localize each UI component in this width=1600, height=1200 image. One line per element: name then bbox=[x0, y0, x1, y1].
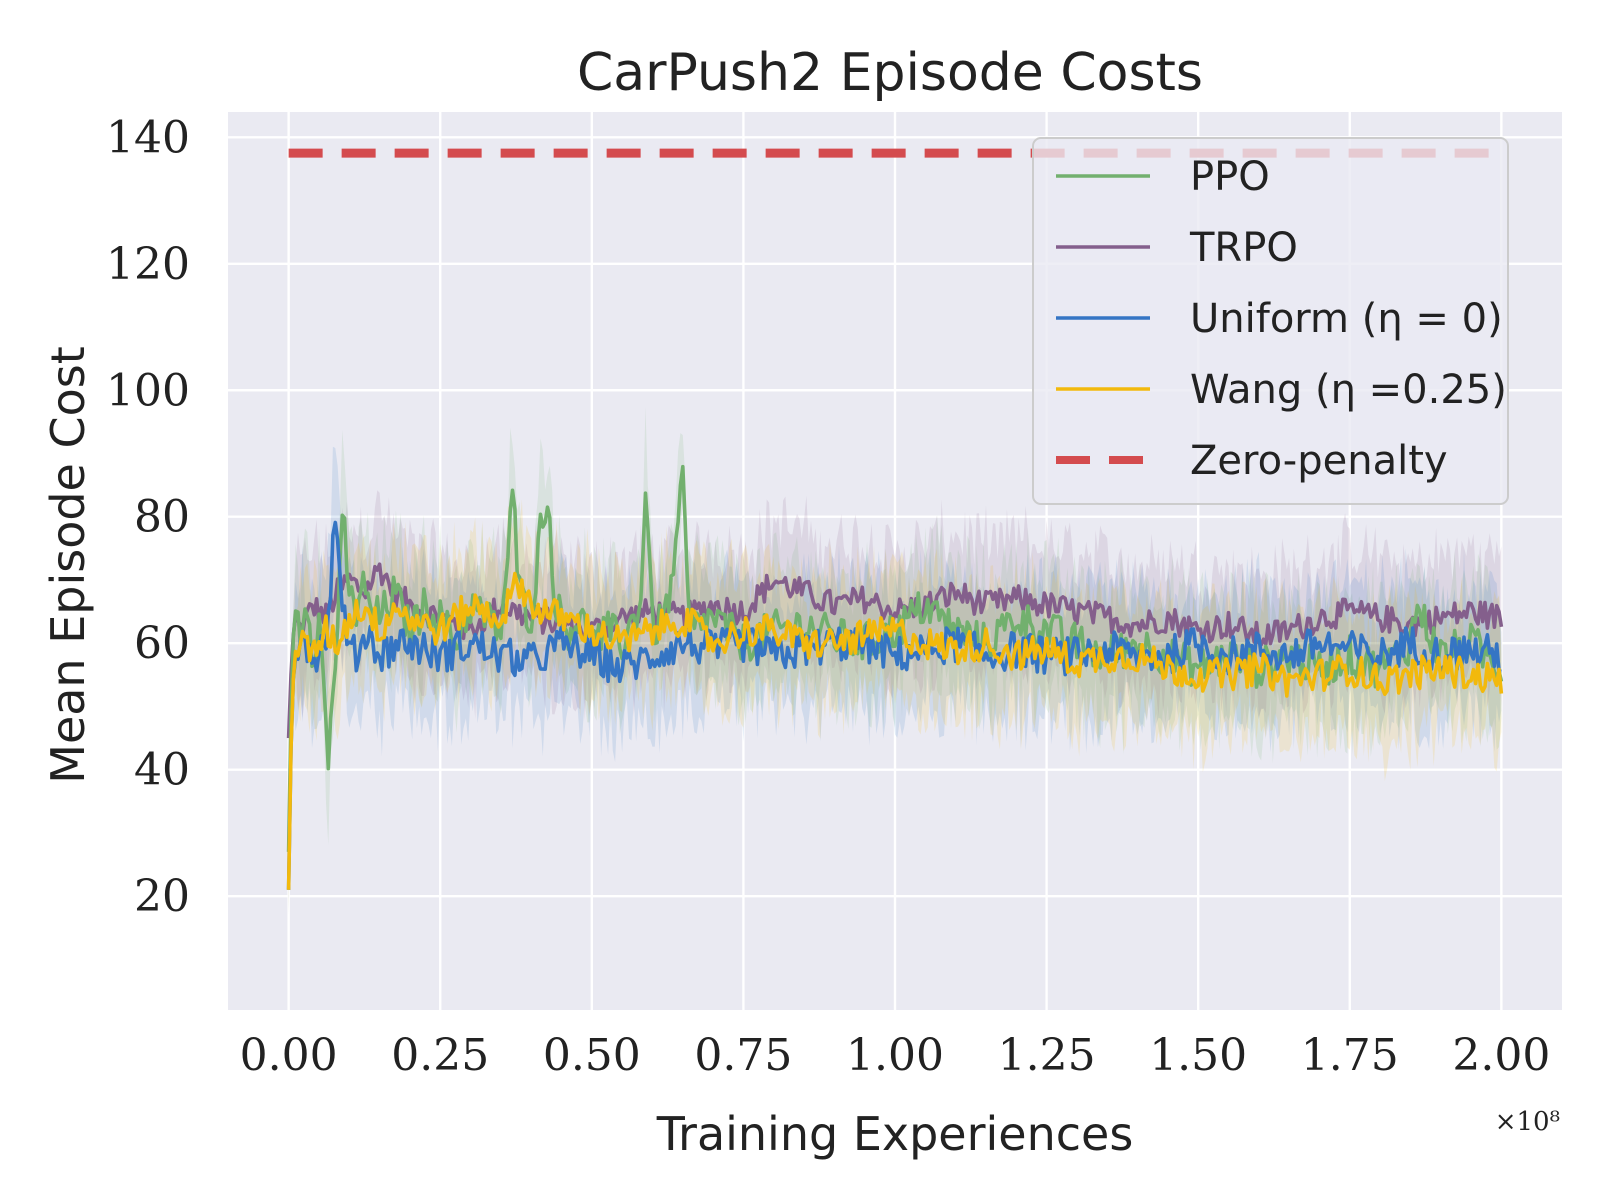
series-line-wang bbox=[286, 571, 1504, 890]
x-tick-labels: 0.00 0.25 0.50 0.75 1.00 1.25 1.50 1.75 2.00 bbox=[240, 1030, 1551, 1081]
x-tick-label: 1.50 bbox=[1149, 1030, 1247, 1081]
series-line-uniform bbox=[286, 520, 1502, 890]
y-tick-label: 80 bbox=[134, 492, 190, 543]
x-tick-label: 0.25 bbox=[391, 1030, 489, 1081]
x-tick-label: 2.00 bbox=[1452, 1030, 1550, 1081]
x-axis-label: Training Experiences bbox=[656, 1107, 1134, 1161]
x-tick-label: 1.25 bbox=[998, 1030, 1096, 1081]
y-axis-label: Mean Episode Cost bbox=[41, 346, 95, 784]
y-tick-label: 40 bbox=[134, 745, 190, 796]
series-line-trpo bbox=[286, 562, 1504, 739]
y-tick-labels: 20 40 60 80 100 120 140 bbox=[106, 112, 190, 922]
y-tick-label: 20 bbox=[134, 871, 190, 922]
x-tick-label: 1.00 bbox=[846, 1030, 944, 1081]
legend-label: Wang (η =0.25) bbox=[1190, 367, 1507, 413]
legend-label: Zero-penalty bbox=[1190, 438, 1448, 484]
y-tick-label: 120 bbox=[106, 239, 190, 290]
band-wang bbox=[288, 494, 1502, 916]
band-uniform bbox=[288, 446, 1502, 916]
legend: PPO TRPO Uniform (η = 0) Wang (η =0.25) Zero… bbox=[1032, 137, 1509, 505]
chart-title: CarPush2 Episode Costs bbox=[577, 43, 1203, 103]
x-tick-label: 0.50 bbox=[543, 1030, 641, 1081]
legend-box bbox=[1032, 137, 1509, 505]
x-tick-label: 0.75 bbox=[694, 1030, 792, 1081]
legend-label: TRPO bbox=[1189, 225, 1298, 271]
x-tick-label: 0.00 bbox=[240, 1030, 338, 1081]
x-tick-label: 1.75 bbox=[1301, 1030, 1399, 1081]
legend-label: Uniform (η = 0) bbox=[1190, 296, 1503, 342]
y-tick-label: 140 bbox=[106, 112, 190, 163]
y-tick-label: 100 bbox=[106, 365, 190, 416]
y-tick-label: 60 bbox=[134, 618, 190, 669]
legend-label: PPO bbox=[1190, 154, 1270, 200]
x-axis-multiplier: ×10⁸ bbox=[1495, 1107, 1560, 1137]
